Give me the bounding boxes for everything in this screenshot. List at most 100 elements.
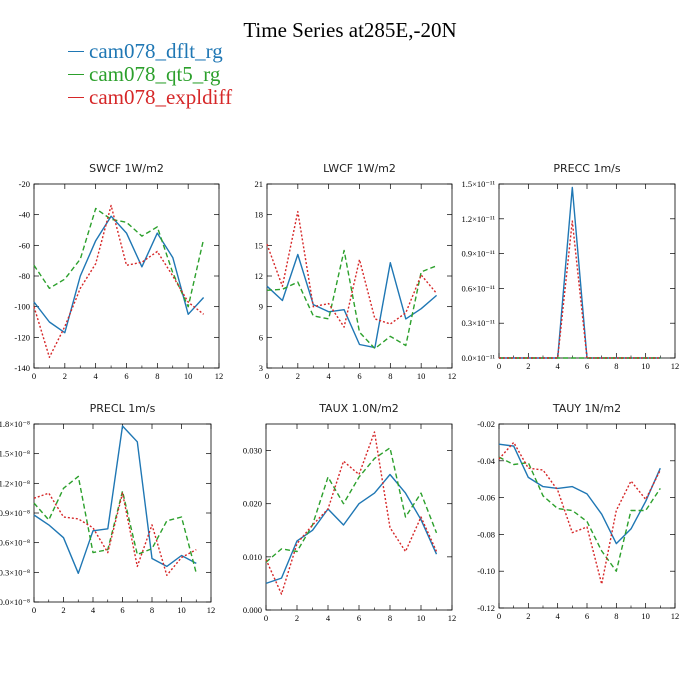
series-line-1 (33, 475, 197, 574)
series-line-0 (265, 473, 438, 585)
y-tick-label: 21 (255, 179, 264, 189)
y-tick-label: 0.010 (243, 552, 262, 562)
y-tick-label: 0.0×10⁻¹¹ (461, 353, 495, 363)
x-tick-label: 8 (388, 371, 392, 381)
legend-swatch (68, 50, 84, 52)
plot-frame (266, 183, 453, 369)
x-tick-label: 0 (32, 605, 36, 615)
plot-frame (33, 183, 220, 369)
y-tick-label: -0.10 (477, 566, 495, 576)
x-tick-label: 6 (585, 611, 589, 621)
legend-entry-expldiff: cam078_expldiff (68, 86, 232, 109)
y-tick-label: 0.0×10⁻⁸ (0, 597, 30, 607)
subplot-5: TAUY 1N/m2 0 2 4 6 8 10 12 -0.12 -0.10 -0.08 -0.06 -… (477, 402, 679, 621)
x-tick-label: 4 (327, 371, 332, 381)
y-tick-label: 1.5×10⁻⁸ (0, 449, 30, 459)
legend-entry-qt5: cam078_qt5_rg (68, 63, 232, 86)
series-line-0 (266, 253, 438, 349)
series-line-0 (33, 425, 197, 574)
x-tick-label: 10 (417, 613, 426, 623)
series-line-0 (498, 443, 661, 545)
figure-title: Time Series at285E,-20N (243, 18, 457, 42)
subplot-4: TAUX 1.0N/m2 0 2 4 6 8 10 12 0.000 0.010 0.020 0.03… (243, 402, 456, 623)
subplot-title: TAUX 1.0N/m2 (318, 402, 399, 415)
series-line-2 (266, 210, 438, 328)
x-tick-label: 6 (357, 371, 361, 381)
x-tick-label: 8 (155, 371, 159, 381)
y-tick-label: -140 (14, 363, 30, 373)
y-tick-label: 1.2×10⁻⁸ (0, 478, 30, 488)
x-tick-label: 2 (526, 611, 530, 621)
plot-frame (265, 423, 453, 611)
legend-label: cam078_dflt_rg (89, 39, 223, 63)
y-tick-label: 0.6×10⁻⁸ (0, 538, 30, 548)
x-tick-label: 8 (614, 361, 618, 371)
x-tick-label: 6 (120, 605, 124, 615)
x-tick-label: 4 (94, 371, 99, 381)
y-tick-label: 0.3×10⁻¹¹ (461, 318, 495, 328)
y-tick-label: 12 (255, 271, 264, 281)
subplot-3: PRECL 1m/s 0 2 4 6 8 10 12 0.0×10⁻⁸ 0.3×10⁻⁸ 0.6×1… (0, 402, 215, 615)
y-tick-label: -120 (14, 332, 30, 342)
y-tick-label: 9 (259, 302, 263, 312)
x-tick-label: 0 (264, 613, 268, 623)
y-tick-label: 1.8×10⁻⁸ (0, 419, 30, 429)
series-line-2 (499, 220, 661, 359)
x-tick-label: 8 (614, 611, 618, 621)
y-tick-label: -20 (19, 179, 30, 189)
series-line-1 (265, 447, 438, 563)
y-tick-label: -100 (14, 302, 30, 312)
y-tick-label: 6 (259, 332, 263, 342)
y-tick-label: 0.3×10⁻⁸ (0, 567, 30, 577)
y-tick-label: 1.2×10⁻¹¹ (461, 214, 495, 224)
plot-frame (33, 423, 212, 603)
legend: cam078_dflt_rg cam078_qt5_rg cam078_expl… (68, 40, 232, 109)
x-tick-label: 4 (326, 613, 331, 623)
y-tick-label: 1.5×10⁻¹¹ (461, 179, 495, 189)
legend-label: cam078_expldiff (89, 85, 233, 109)
y-tick-label: 0.9×10⁻¹¹ (461, 249, 495, 259)
series-line-2 (265, 431, 438, 595)
y-tick-label: -60 (19, 240, 30, 250)
legend-swatch (68, 73, 84, 75)
x-tick-label: 2 (61, 605, 65, 615)
x-tick-label: 6 (585, 361, 589, 371)
x-tick-label: 6 (357, 613, 361, 623)
x-tick-label: 0 (32, 371, 36, 381)
x-tick-label: 0 (265, 371, 269, 381)
plot-frame (498, 183, 676, 359)
legend-swatch (68, 96, 84, 98)
x-tick-label: 10 (641, 361, 650, 371)
series-line-2 (33, 492, 197, 576)
x-tick-label: 6 (124, 371, 128, 381)
y-tick-label: 3 (259, 363, 263, 373)
x-tick-label: 10 (641, 611, 650, 621)
series-line-1 (33, 207, 205, 308)
x-tick-label: 12 (448, 613, 457, 623)
x-tick-label: 10 (417, 371, 426, 381)
series-line-0 (499, 186, 661, 359)
x-tick-label: 4 (91, 605, 96, 615)
subplot-title: PRECL 1m/s (90, 402, 156, 415)
y-tick-label: 0.6×10⁻¹¹ (461, 283, 495, 293)
x-tick-label: 0 (497, 611, 501, 621)
y-tick-label: -0.02 (477, 419, 495, 429)
x-tick-label: 8 (150, 605, 154, 615)
x-tick-label: 2 (526, 361, 530, 371)
y-tick-label: 15 (255, 240, 264, 250)
y-tick-label: -0.08 (477, 529, 495, 539)
subplot-title: LWCF 1W/m2 (323, 162, 396, 175)
x-tick-label: 10 (177, 605, 186, 615)
x-tick-label: 12 (207, 605, 216, 615)
subplot-title: TAUY 1N/m2 (552, 402, 621, 415)
x-tick-label: 8 (388, 613, 392, 623)
subplot-title: SWCF 1W/m2 (89, 162, 164, 175)
x-tick-label: 0 (497, 361, 501, 371)
x-tick-label: 12 (671, 361, 680, 371)
subplot-1: LWCF 1W/m2 0 2 4 6 8 10 12 3 6 9 12 15 18 21 (255, 162, 457, 381)
x-tick-label: 2 (296, 371, 300, 381)
x-tick-label: 2 (295, 613, 299, 623)
y-tick-label: -0.04 (477, 456, 495, 466)
series-line-1 (498, 456, 661, 572)
